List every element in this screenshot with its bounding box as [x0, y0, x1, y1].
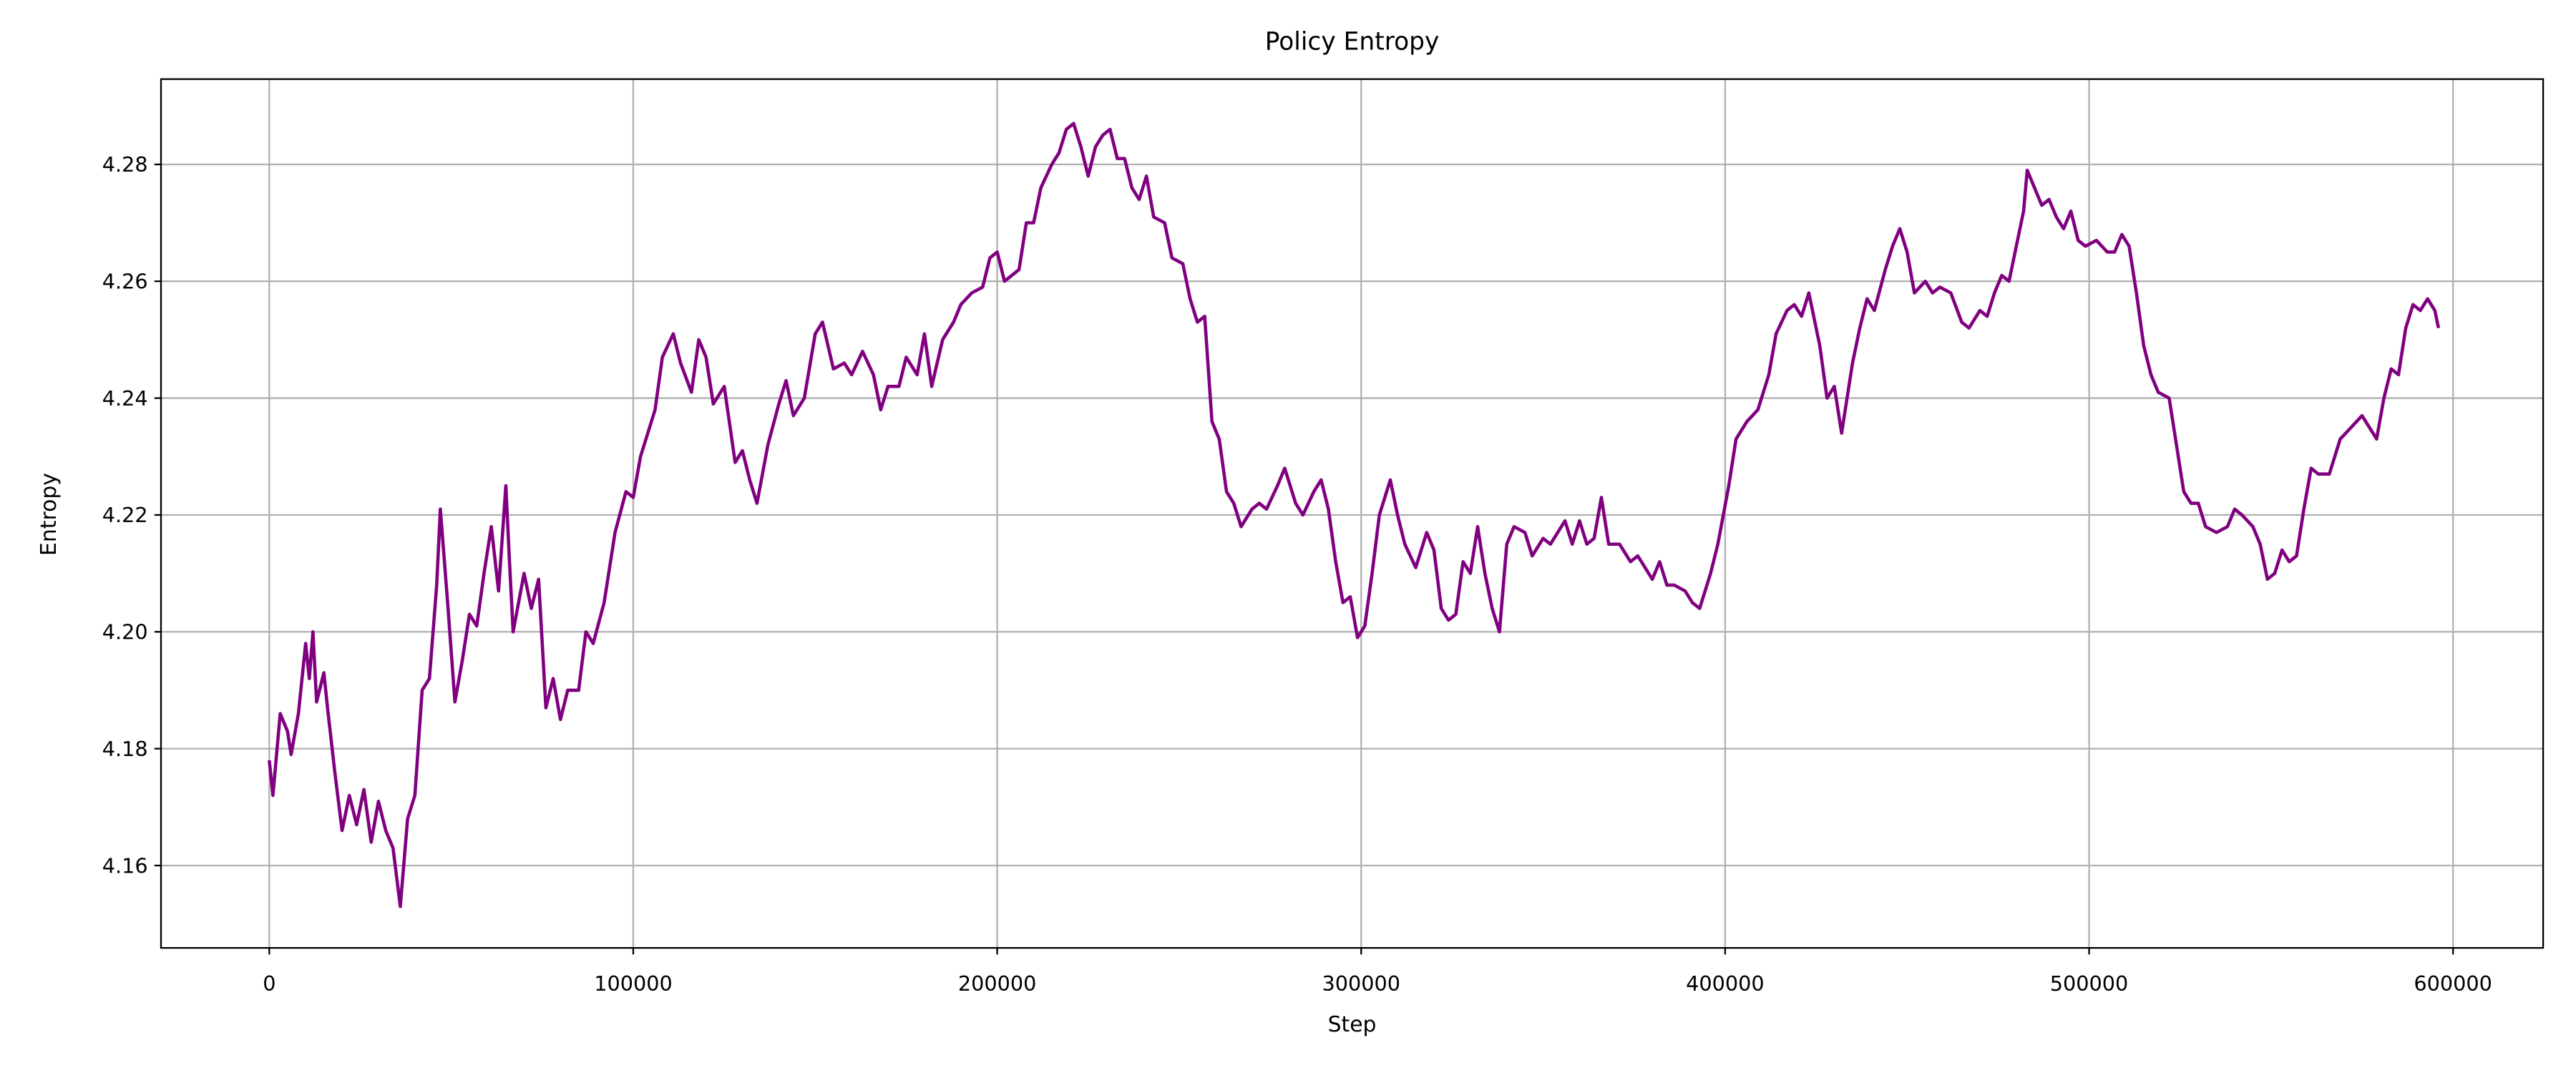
axes-frame	[160, 78, 2545, 949]
y-tick-label: 4.18	[102, 737, 148, 761]
ticks: 0 100000 200000 300000 400000 500000 600000 4.1…	[102, 152, 2492, 996]
x-tick-label: 200000	[958, 971, 1037, 996]
y-tick-label: 4.20	[102, 620, 148, 645]
x-tick-label: 500000	[2050, 971, 2129, 996]
x-axis-label: Step	[1328, 1012, 1377, 1037]
grid	[161, 79, 2544, 949]
x-tick-label: 300000	[1322, 971, 1400, 996]
y-tick-label: 4.28	[102, 152, 148, 177]
y-tick-label: 4.16	[102, 853, 148, 878]
y-tick-label: 4.22	[102, 503, 148, 527]
data-line	[268, 122, 2441, 908]
x-tick-label: 0	[263, 971, 275, 996]
chart-title: Policy Entropy	[1265, 27, 1440, 56]
x-tick-label: 600000	[2414, 971, 2492, 996]
y-tick-label: 4.24	[102, 386, 148, 411]
y-axis-label: Entropy	[36, 473, 62, 556]
plot-area	[268, 122, 2441, 908]
y-tick-label: 4.26	[102, 270, 148, 294]
x-tick-label: 400000	[1686, 971, 1765, 996]
x-tick-label: 100000	[594, 971, 673, 996]
